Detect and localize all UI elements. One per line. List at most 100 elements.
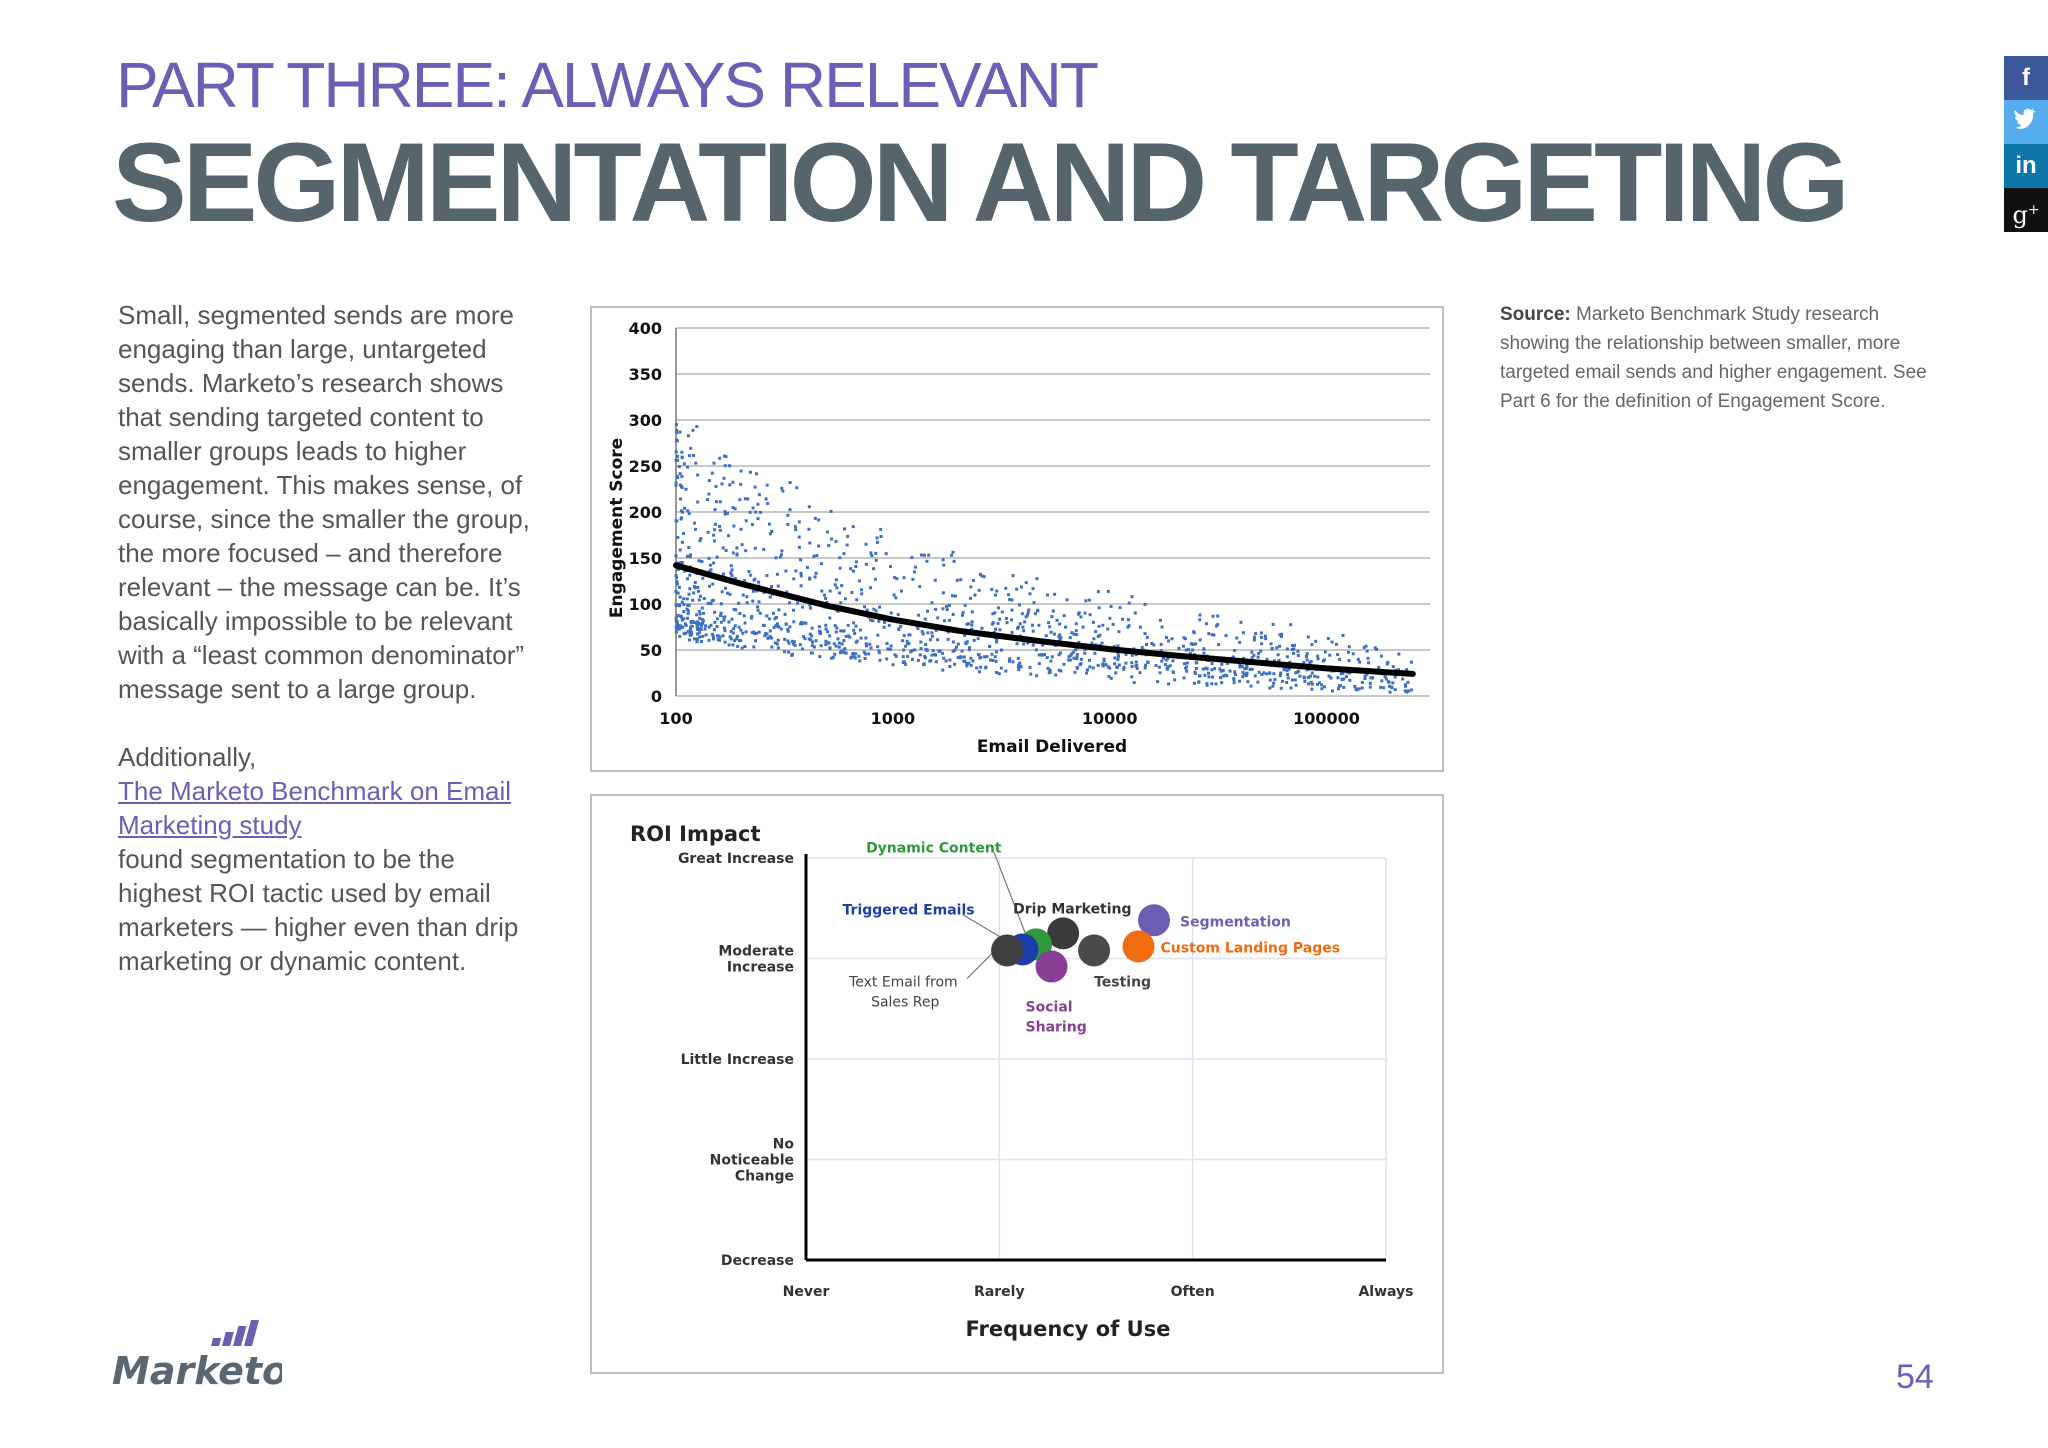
twitter-icon[interactable]: [2004, 100, 2048, 144]
facebook-icon[interactable]: f: [2004, 56, 2048, 100]
roi-ytick-label: Decrease: [721, 1253, 794, 1269]
engagement-point: [788, 481, 792, 485]
engagement-point: [1235, 636, 1239, 640]
engagement-point: [1382, 686, 1386, 690]
engagement-point: [1391, 681, 1395, 685]
engagement-point: [723, 464, 727, 468]
engagement-point: [876, 645, 880, 649]
engagement-xlabel: Email Delivered: [977, 737, 1127, 757]
engagement-point: [819, 562, 823, 566]
engagement-point: [908, 633, 912, 637]
page-title: SEGMENTATION AND TARGETING: [112, 120, 1850, 245]
engagement-point: [839, 649, 843, 653]
engagement-point: [1079, 662, 1083, 666]
engagement-point: [699, 537, 703, 541]
engagement-point: [901, 639, 905, 643]
engagement-point: [1272, 681, 1276, 685]
engagement-point: [994, 671, 998, 675]
engagement-point: [697, 609, 701, 613]
engagement-point: [1113, 662, 1117, 666]
engagement-point: [864, 542, 868, 546]
engagement-point: [680, 485, 684, 489]
engagement-point: [1339, 672, 1343, 676]
engagement-point: [851, 569, 855, 573]
engagement-point: [1115, 665, 1119, 669]
engagement-point: [1018, 622, 1022, 626]
roi-chart-title: ROI Impact: [630, 822, 761, 846]
engagement-point: [1171, 659, 1175, 663]
engagement-point: [1048, 625, 1052, 629]
engagement-point: [1035, 674, 1039, 678]
roi-label-segmentation: Segmentation: [1180, 914, 1291, 930]
engagement-point: [733, 639, 737, 643]
engagement-point: [997, 672, 1001, 676]
engagement-point: [817, 625, 821, 629]
engagement-point: [1244, 674, 1248, 678]
engagement-point: [701, 576, 705, 580]
engagement-point: [757, 493, 761, 497]
engagement-point: [1405, 668, 1409, 672]
engagement-point: [727, 534, 731, 538]
engagement-point: [1241, 670, 1245, 674]
roi-xlabel: Frequency of Use: [966, 1317, 1171, 1341]
linkedin-icon[interactable]: in: [2004, 144, 2048, 188]
engagement-point: [830, 537, 834, 541]
engagement-point: [889, 644, 893, 648]
benchmark-study-link[interactable]: The Marketo Benchmark on Email Marketing…: [118, 776, 512, 840]
roi-leader-line: [993, 852, 1029, 941]
engagement-point: [693, 581, 697, 585]
engagement-point: [826, 641, 830, 645]
engagement-point: [1185, 661, 1189, 665]
engagement-point: [1293, 678, 1297, 682]
engagement-point: [678, 624, 682, 628]
roi-label-custom-landing-pages: Custom Landing Pages: [1161, 940, 1341, 956]
engagement-point: [1100, 641, 1104, 645]
engagement-point: [733, 507, 737, 511]
engagement-point: [740, 646, 744, 650]
engagement-point: [824, 639, 828, 643]
engagement-point: [730, 568, 734, 572]
engagement-point: [1220, 681, 1224, 685]
engagement-point: [706, 530, 710, 534]
engagement-point: [756, 517, 760, 521]
engagement-point: [1121, 617, 1125, 621]
engagement-point: [1124, 652, 1128, 656]
engagement-point: [869, 646, 873, 650]
engagement-point: [1170, 637, 1174, 641]
engagement-point: [899, 624, 903, 628]
engagement-point: [953, 594, 957, 598]
engagement-point: [709, 602, 713, 606]
engagement-point: [739, 527, 743, 531]
engagement-point: [892, 593, 896, 597]
engagement-ytick-label: 300: [629, 411, 662, 430]
engagement-point: [1127, 601, 1131, 605]
engagement-point: [680, 540, 684, 544]
engagement-point: [693, 637, 697, 641]
engagement-point: [788, 508, 792, 512]
engagement-point: [1232, 678, 1236, 682]
body-text: Small, segmented sends are more engaging…: [118, 298, 538, 978]
engagement-point: [1183, 637, 1187, 641]
engagement-point: [757, 630, 761, 634]
engagement-point: [1184, 648, 1188, 652]
engagement-point: [685, 607, 689, 611]
engagement-point: [1076, 612, 1080, 616]
engagement-point: [802, 635, 806, 639]
engagement-point: [762, 623, 766, 627]
engagement-point: [1108, 616, 1112, 620]
engagement-point: [794, 569, 798, 573]
engagement-point: [1017, 668, 1021, 672]
engagement-point: [696, 500, 700, 504]
engagement-point: [1033, 612, 1037, 616]
engagement-point: [1094, 630, 1098, 634]
engagement-point: [678, 548, 682, 552]
engagement-point: [1316, 675, 1320, 679]
engagement-point: [897, 628, 901, 632]
engagement-point: [788, 625, 792, 629]
engagement-point: [1166, 665, 1170, 669]
engagement-point: [1231, 655, 1235, 659]
engagement-point: [862, 605, 866, 609]
engagement-point: [1073, 670, 1077, 674]
google-plus-icon[interactable]: g+: [2004, 188, 2048, 232]
engagement-point: [682, 462, 686, 466]
